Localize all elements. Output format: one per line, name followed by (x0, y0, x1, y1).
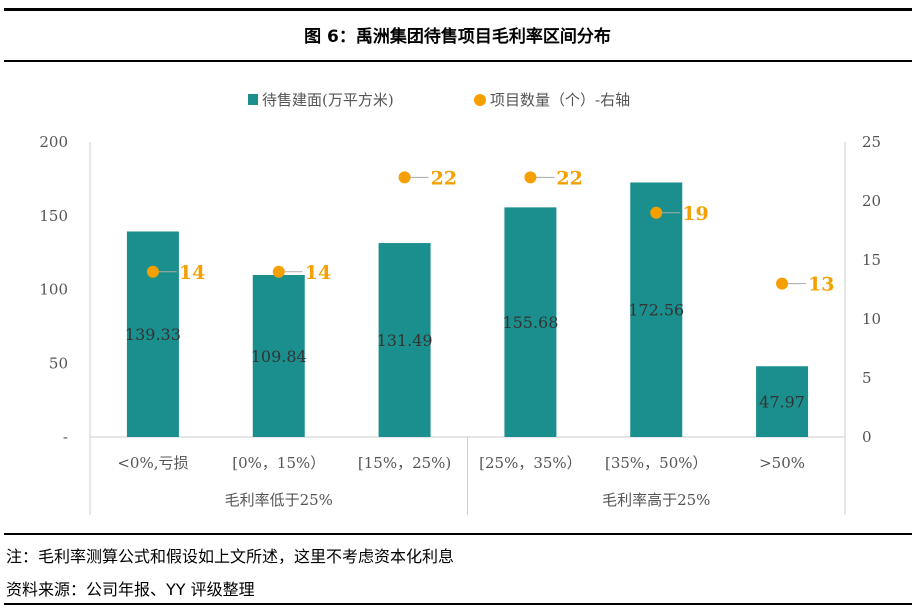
bar-value-label: 131.49 (377, 331, 433, 350)
left-tick-label: 100 (39, 281, 68, 299)
dot (398, 171, 411, 184)
bar-value-label: 139.33 (125, 325, 181, 344)
bar (756, 366, 809, 437)
dot-value-label: 14 (305, 262, 331, 284)
legend-dot-swatch (474, 94, 486, 106)
dot (272, 265, 285, 278)
chart-source: 资料来源：公司年报、YY 评级整理 (6, 580, 255, 599)
right-tick-label: 15 (862, 251, 881, 269)
category-label: [25%，35%） (479, 454, 582, 472)
dot-value-label: 22 (556, 167, 582, 189)
bar (126, 231, 179, 437)
right-tick-label: 10 (862, 310, 881, 328)
left-tick-label: 50 (49, 354, 68, 372)
group-label: 毛利率高于25% (602, 491, 710, 509)
bar (504, 207, 557, 437)
figure-title: 图 6：禹洲集团待售项目毛利率区间分布 (304, 27, 611, 47)
bar-value-label: 172.56 (628, 301, 684, 320)
dot-value-label: 19 (682, 203, 708, 225)
dot-value-label: 14 (179, 262, 205, 284)
bar (252, 274, 305, 437)
chart-note: 注：毛利率测算公式和假设如上文所述，这里不考虑资本化利息 (6, 547, 455, 566)
right-tick-label: 0 (862, 428, 872, 446)
left-tick-label: 150 (39, 207, 68, 225)
note-rule (4, 533, 912, 535)
bottom-rule (4, 603, 912, 605)
left-tick-label: - (63, 428, 68, 446)
left-tick-label: 200 (39, 133, 68, 151)
dot (146, 265, 159, 278)
dot (776, 277, 789, 290)
right-tick-label: 25 (862, 133, 881, 151)
bar (378, 243, 431, 437)
category-label: [15%，25%) (358, 454, 451, 472)
dot (524, 171, 537, 184)
bar-value-label: 155.68 (502, 313, 558, 332)
category-label: [0%，15%） (232, 454, 325, 472)
category-label: [35%，50%） (605, 454, 708, 472)
right-tick-label: 20 (862, 192, 881, 210)
legend-bar-swatch (248, 94, 258, 105)
legend-bar-label: 待售建面(万平方米) (262, 91, 394, 109)
legend-dot-label: 项目数量（个）-右轴 (490, 91, 630, 109)
category-label: >50% (759, 454, 805, 472)
bar-value-label: 109.84 (251, 347, 307, 366)
category-label: <0%,亏损 (117, 454, 188, 472)
group-label: 毛利率低于25% (225, 491, 333, 509)
dot (650, 206, 663, 219)
bar (630, 182, 683, 437)
title-rule (4, 60, 912, 62)
dot-value-label: 22 (431, 167, 457, 189)
top-rule (4, 8, 912, 11)
dot-value-label: 13 (808, 274, 834, 296)
bar-value-label: 47.97 (759, 393, 805, 412)
right-tick-label: 5 (862, 369, 872, 387)
chart: 待售建面(万平方米) 项目数量（个）-右轴 - 50 100 150 200 0 5 10 15 20… (39, 91, 881, 515)
